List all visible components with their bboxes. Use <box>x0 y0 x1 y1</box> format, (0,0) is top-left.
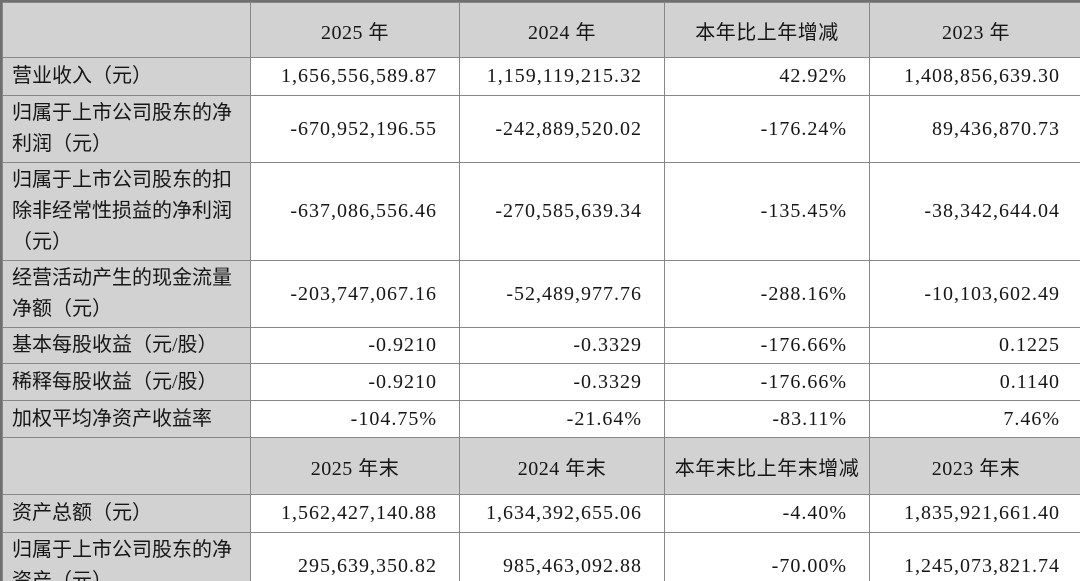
value-cell: -52,489,977.76 <box>459 260 665 328</box>
value-cell: -242,889,520.02 <box>459 95 665 163</box>
value-cell: -0.3329 <box>459 327 665 364</box>
table-row-diluted-eps: 稀释每股收益（元/股） -0.9210 -0.3329 -176.66% 0.1… <box>2 363 1080 401</box>
value-cell: 1,245,073,821.74 <box>869 532 1080 581</box>
column-header-yoy-change: 本年比上年增减 <box>664 2 870 58</box>
value-cell: -21.64% <box>459 400 665 438</box>
value-cell: -176.66% <box>664 327 870 364</box>
value-cell: -670,952,196.55 <box>250 95 460 163</box>
value-cell: -176.66% <box>664 363 870 401</box>
row-label: 归属于上市公司股东的净资产（元） <box>2 532 251 581</box>
table-row-weighted-avg-roe: 加权平均净资产收益率 -104.75% -21.64% -83.11% 7.46… <box>2 400 1080 438</box>
value-cell: 89,436,870.73 <box>869 95 1080 163</box>
row-label: 基本每股收益（元/股） <box>2 327 251 364</box>
value-cell: -10,103,602.49 <box>869 260 1080 328</box>
value-cell: 295,639,350.82 <box>250 532 460 581</box>
table-row-net-assets: 归属于上市公司股东的净资产（元） 295,639,350.82 985,463,… <box>2 532 1080 581</box>
column-header-2024-year-end: 2024 年末 <box>459 437 665 495</box>
header-corner-cell <box>2 437 251 495</box>
value-cell: -176.24% <box>664 95 870 163</box>
row-label: 营业收入（元） <box>2 57 251 96</box>
value-cell: -0.3329 <box>459 363 665 401</box>
value-cell: 1,562,427,140.88 <box>250 494 460 533</box>
value-cell: 0.1225 <box>869 327 1080 364</box>
value-cell: 1,408,856,639.30 <box>869 57 1080 96</box>
value-cell: -83.11% <box>664 400 870 438</box>
column-header-2023-year-end: 2023 年末 <box>869 437 1080 495</box>
row-label: 加权平均净资产收益率 <box>2 400 251 438</box>
row-label: 稀释每股收益（元/股） <box>2 363 251 401</box>
column-header-2025: 2025 年 <box>250 2 460 58</box>
value-cell: 7.46% <box>869 400 1080 438</box>
value-cell: -203,747,067.16 <box>250 260 460 328</box>
value-cell: -0.9210 <box>250 363 460 401</box>
column-header-year-end-change: 本年末比上年末增减 <box>664 437 870 495</box>
table-row-basic-eps: 基本每股收益（元/股） -0.9210 -0.3329 -176.66% 0.1… <box>2 327 1080 364</box>
header-row-year-end: 2025 年末 2024 年末 本年末比上年末增减 2023 年末 <box>2 437 1080 495</box>
column-header-2024: 2024 年 <box>459 2 665 58</box>
row-label: 归属于上市公司股东的净利润（元） <box>2 95 251 163</box>
table-row-total-assets: 资产总额（元） 1,562,427,140.88 1,634,392,655.0… <box>2 494 1080 533</box>
value-cell: -270,585,639.34 <box>459 162 665 261</box>
value-cell: -70.00% <box>664 532 870 581</box>
table-row-revenue: 营业收入（元） 1,656,556,589.87 1,159,119,215.3… <box>2 57 1080 96</box>
value-cell: -104.75% <box>250 400 460 438</box>
row-label: 资产总额（元） <box>2 494 251 533</box>
header-corner-cell <box>2 2 251 58</box>
value-cell: 1,159,119,215.32 <box>459 57 665 96</box>
column-header-2023: 2023 年 <box>869 2 1080 58</box>
value-cell: 1,634,392,655.06 <box>459 494 665 533</box>
value-cell: -637,086,556.46 <box>250 162 460 261</box>
value-cell: -0.9210 <box>250 327 460 364</box>
row-label: 经营活动产生的现金流量净额（元） <box>2 260 251 328</box>
header-row-annual: 2025 年 2024 年 本年比上年增减 2023 年 <box>2 2 1080 58</box>
value-cell: 0.1140 <box>869 363 1080 401</box>
value-cell: 985,463,092.88 <box>459 532 665 581</box>
column-header-2025-year-end: 2025 年末 <box>250 437 460 495</box>
value-cell: -135.45% <box>664 162 870 261</box>
row-label: 归属于上市公司股东的扣除非经常性损益的净利润（元） <box>2 162 251 261</box>
table-row-net-profit: 归属于上市公司股东的净利润（元） -670,952,196.55 -242,88… <box>2 95 1080 163</box>
value-cell: -4.40% <box>664 494 870 533</box>
value-cell: 1,835,921,661.40 <box>869 494 1080 533</box>
value-cell: -288.16% <box>664 260 870 328</box>
value-cell: -38,342,644.04 <box>869 162 1080 261</box>
value-cell: 42.92% <box>664 57 870 96</box>
table-row-operating-cash-flow: 经营活动产生的现金流量净额（元） -203,747,067.16 -52,489… <box>2 260 1080 328</box>
value-cell: 1,656,556,589.87 <box>250 57 460 96</box>
table-row-net-profit-excl-nonrecurring: 归属于上市公司股东的扣除非经常性损益的净利润（元） -637,086,556.4… <box>2 162 1080 261</box>
